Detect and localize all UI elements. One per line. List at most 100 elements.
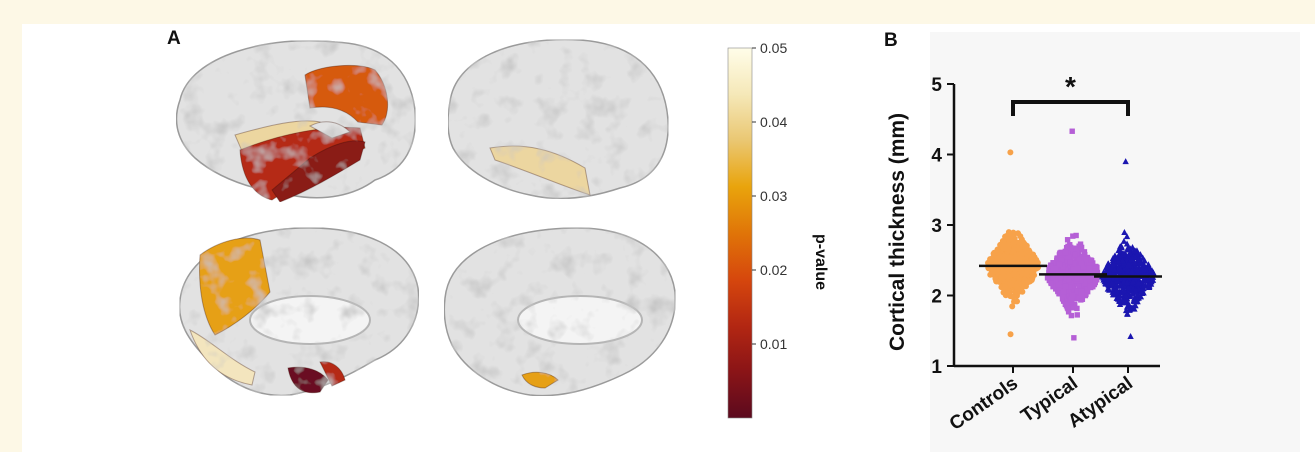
data-point xyxy=(1064,296,1070,302)
data-point xyxy=(1140,282,1148,289)
data-point xyxy=(1006,236,1013,243)
y-axis-label: Cortical thickness (mm) xyxy=(886,113,909,351)
data-point xyxy=(1069,292,1076,299)
data-point xyxy=(1092,279,1098,286)
data-point xyxy=(1110,259,1117,266)
data-point xyxy=(1087,265,1093,271)
data-point xyxy=(1060,264,1066,270)
data-point xyxy=(1134,291,1141,298)
data-point xyxy=(1059,270,1065,276)
data-point xyxy=(1071,288,1077,294)
data-point xyxy=(1064,305,1071,311)
data-point xyxy=(1048,280,1054,287)
data-point xyxy=(1031,272,1038,279)
data-point xyxy=(1082,276,1089,283)
data-point xyxy=(1009,303,1016,310)
data-point xyxy=(1056,261,1063,268)
data-point xyxy=(1138,288,1145,295)
data-point xyxy=(1057,250,1063,256)
data-point xyxy=(1066,277,1072,283)
data-point xyxy=(1016,255,1023,262)
data-point xyxy=(1131,259,1138,266)
data-point xyxy=(1078,288,1085,295)
data-point xyxy=(1067,273,1073,280)
data-point xyxy=(1074,305,1080,312)
data-point xyxy=(1058,257,1065,264)
data-point xyxy=(1129,278,1137,285)
data-point xyxy=(1126,301,1133,308)
data-point xyxy=(1125,245,1133,252)
data-point xyxy=(1108,280,1115,287)
data-point xyxy=(1063,244,1070,251)
data-point xyxy=(1072,251,1078,258)
data-point xyxy=(1104,278,1112,285)
data-point xyxy=(994,246,1001,253)
significant-region xyxy=(199,237,271,336)
data-point xyxy=(1065,309,1072,315)
data-point xyxy=(1135,279,1142,286)
data-point xyxy=(1081,249,1088,255)
data-point xyxy=(1017,233,1024,240)
data-point xyxy=(1137,293,1145,300)
data-point xyxy=(1071,302,1078,309)
data-point xyxy=(1026,248,1033,255)
colorbar-gradient xyxy=(727,47,753,419)
significance-star: * xyxy=(1065,71,1076,102)
data-point xyxy=(1029,253,1036,260)
data-point xyxy=(1071,335,1077,341)
data-point xyxy=(1124,310,1131,317)
brain-medial-right xyxy=(443,227,676,397)
data-point xyxy=(1090,260,1096,266)
data-point xyxy=(1088,257,1094,263)
y-tick-label: 5 xyxy=(931,75,942,96)
data-point xyxy=(1076,256,1082,262)
data-point xyxy=(1132,302,1139,309)
data-point xyxy=(1090,274,1096,280)
data-point xyxy=(1063,291,1069,298)
data-point xyxy=(1001,241,1008,248)
data-point xyxy=(994,255,1001,262)
data-point xyxy=(1053,265,1059,271)
data-point xyxy=(1125,252,1132,259)
data-point xyxy=(1047,263,1054,269)
y-tick-label: 4 xyxy=(931,146,942,167)
significant-region xyxy=(271,140,366,203)
y-tick-label: 1 xyxy=(931,357,942,378)
data-point xyxy=(1082,281,1088,287)
data-point xyxy=(1062,301,1069,308)
data-point xyxy=(1113,286,1121,293)
data-point xyxy=(1071,270,1077,276)
data-point xyxy=(1110,291,1117,298)
data-point xyxy=(1007,282,1014,289)
data-point xyxy=(1075,265,1081,271)
data-point xyxy=(1062,249,1069,256)
data-point xyxy=(1074,312,1080,318)
data-point xyxy=(1083,256,1089,262)
data-point xyxy=(1062,283,1069,290)
data-point xyxy=(1050,260,1056,266)
data-point xyxy=(1125,260,1132,267)
data-point xyxy=(1078,260,1085,267)
data-point xyxy=(1079,296,1086,302)
data-point xyxy=(1060,288,1067,295)
data-point xyxy=(1122,307,1130,314)
data-point xyxy=(1121,297,1128,304)
data-point xyxy=(1117,281,1124,288)
data-point xyxy=(1122,158,1129,165)
data-point xyxy=(1078,277,1084,284)
data-point xyxy=(1078,244,1085,251)
data-point xyxy=(1070,233,1076,239)
data-point xyxy=(1010,240,1017,247)
data-point xyxy=(1007,331,1014,338)
significant-region xyxy=(319,361,346,387)
data-point xyxy=(1125,284,1132,291)
data-point xyxy=(1120,250,1127,257)
data-point xyxy=(1010,229,1017,236)
data-point xyxy=(1059,296,1066,302)
data-point xyxy=(1134,298,1141,305)
data-point xyxy=(1054,255,1060,261)
p-value-colorbar: 0.05 0.04 0.03 0.02 0.01 p-value xyxy=(727,40,829,419)
data-point xyxy=(1025,278,1032,285)
data-point xyxy=(1011,298,1018,305)
colorbar-tick-label: 0.03 xyxy=(760,188,787,204)
